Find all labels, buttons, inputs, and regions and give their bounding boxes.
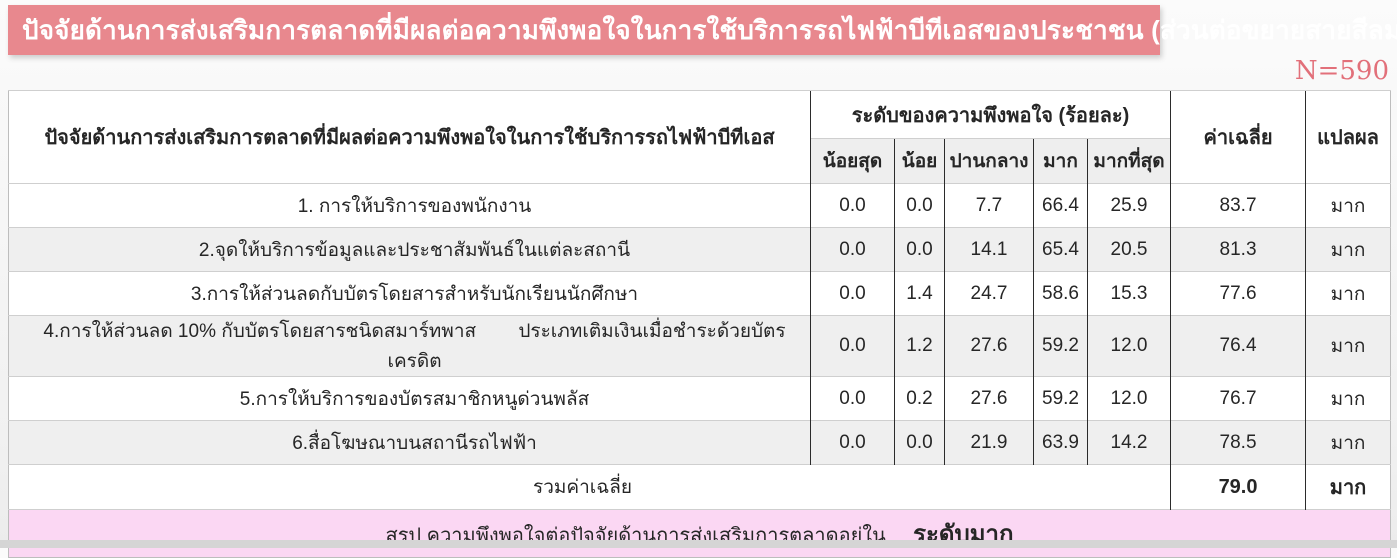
factor-cell: 5.การให้บริการของบัตรสมาชิกหนูด่วนพลัส — [8, 376, 811, 421]
value-cell: 0.0 — [894, 227, 945, 272]
result-cell: มาก — [1305, 376, 1391, 421]
value-cell: 0.0 — [810, 183, 895, 228]
value-cell: 15.3 — [1086, 271, 1171, 316]
value-cell: 59.2 — [1033, 315, 1088, 377]
value-cell: 14.1 — [944, 227, 1034, 272]
result-column-header: แปลผล — [1305, 90, 1391, 184]
value-cell: 0.0 — [810, 315, 895, 377]
value-cell: 0.0 — [810, 271, 895, 316]
value-cell: 59.2 — [1033, 376, 1088, 421]
total-label-cell: รวมค่าเฉลี่ย — [8, 464, 1171, 510]
mean-cell: 83.7 — [1170, 183, 1306, 228]
value-cell: 0.2 — [894, 376, 945, 421]
value-cell: 27.6 — [944, 315, 1034, 377]
factor-cell: 1. การให้บริการของพนักงาน — [8, 183, 811, 228]
result-cell: มาก — [1305, 183, 1391, 228]
factor-column-header: ปัจจัยด้านการส่งเสริมการตลาดที่มีผลต่อคว… — [8, 90, 811, 184]
summary-cell: สรุป ความพึงพอใจต่อปัจจัยด้านการส่งเสริม… — [8, 509, 1391, 558]
sample-size-label: N=590 — [1294, 56, 1389, 86]
mean-cell: 78.5 — [1170, 420, 1306, 465]
result-cell: มาก — [1305, 420, 1391, 465]
value-cell: 0.0 — [894, 183, 945, 228]
factor-cell: 6.สื่อโฆษณาบนสถานีรถไฟฟ้า — [8, 420, 811, 465]
satisfaction-table: ปัจจัยด้านการส่งเสริมการตลาดที่มีผลต่อคว… — [8, 90, 1392, 558]
result-cell: มาก — [1305, 271, 1391, 316]
level-header-much: มาก — [1033, 138, 1088, 184]
level-header-less: น้อย — [894, 138, 945, 184]
summary-row: สรุป ความพึงพอใจต่อปัจจัยด้านการส่งเสริม… — [8, 509, 1391, 558]
total-row: รวมค่าเฉลี่ย 79.0 มาก — [8, 464, 1391, 510]
value-cell: 12.0 — [1086, 376, 1171, 421]
value-cell: 0.0 — [894, 420, 945, 465]
value-cell: 21.9 — [944, 420, 1034, 465]
value-cell: 1.4 — [894, 271, 945, 316]
factor-cell: 2.จุดให้บริการข้อมูลและประชาสัมพันธ์ในแต… — [8, 227, 811, 272]
result-cell: มาก — [1305, 227, 1391, 272]
table-row: 5.การให้บริการของบัตรสมาชิกหนูด่วนพลัส 0… — [8, 376, 1391, 421]
header-sub-row: น้อยสุด น้อย ปานกลาง มาก มากที่สุด — [9, 138, 1391, 184]
value-cell: 25.9 — [1086, 183, 1171, 228]
factor-cell: 4.การให้ส่วนลด 10% กับบัตรโดยสารชนิดสมาร… — [8, 315, 811, 377]
level-header-most: มากที่สุด — [1086, 138, 1171, 184]
level-header-least: น้อยสุด — [810, 138, 895, 184]
slide-title: ปัจจัยด้านการส่งเสริมการตลาดที่มีผลต่อคว… — [22, 14, 1397, 45]
factor-cell: 3.การให้ส่วนลดกับบัตรโดยสารสำหรับนักเรีย… — [8, 271, 811, 316]
mean-cell: 76.4 — [1170, 315, 1306, 377]
mean-column-header: ค่าเฉลี่ย — [1170, 90, 1306, 184]
satisfaction-level-group-header: ระดับของความพึงพอใจ (ร้อยละ) — [809, 90, 1171, 139]
table-row: 4.การให้ส่วนลด 10% กับบัตรโดยสารชนิดสมาร… — [8, 315, 1391, 377]
value-cell: 0.0 — [810, 227, 895, 272]
result-cell: มาก — [1305, 315, 1391, 377]
value-cell: 7.7 — [944, 183, 1034, 228]
table-row: 2.จุดให้บริการข้อมูลและประชาสัมพันธ์ในแต… — [8, 227, 1391, 272]
table-row: 1. การให้บริการของพนักงาน 0.0 0.0 7.7 66… — [8, 183, 1391, 228]
value-cell: 14.2 — [1086, 420, 1171, 465]
value-cell: 12.0 — [1086, 315, 1171, 377]
total-mean-cell: 79.0 — [1170, 464, 1306, 510]
mean-cell: 76.7 — [1170, 376, 1306, 421]
mean-cell: 81.3 — [1170, 227, 1306, 272]
value-cell: 66.4 — [1033, 183, 1088, 228]
value-cell: 63.9 — [1033, 420, 1088, 465]
value-cell: 27.6 — [944, 376, 1034, 421]
slide-title-banner: ปัจจัยด้านการส่งเสริมการตลาดที่มีผลต่อคว… — [8, 5, 1397, 55]
table-row: 6.สื่อโฆษณาบนสถานีรถไฟฟ้า 0.0 0.0 21.9 6… — [8, 420, 1391, 465]
bottom-strip — [0, 540, 1397, 548]
level-header-moderate: ปานกลาง — [944, 138, 1034, 184]
value-cell: 20.5 — [1086, 227, 1171, 272]
header-group-row: ปัจจัยด้านการส่งเสริมการตลาดที่มีผลต่อคว… — [8, 90, 1391, 184]
value-cell: 65.4 — [1033, 227, 1088, 272]
mean-cell: 77.6 — [1170, 271, 1306, 316]
value-cell: 0.0 — [810, 376, 895, 421]
value-cell: 24.7 — [944, 271, 1034, 316]
table-row: 3.การให้ส่วนลดกับบัตรโดยสารสำหรับนักเรีย… — [8, 271, 1391, 316]
total-result-cell: มาก — [1305, 464, 1391, 510]
value-cell: 58.6 — [1033, 271, 1088, 316]
value-cell: 1.2 — [894, 315, 945, 377]
value-cell: 0.0 — [810, 420, 895, 465]
